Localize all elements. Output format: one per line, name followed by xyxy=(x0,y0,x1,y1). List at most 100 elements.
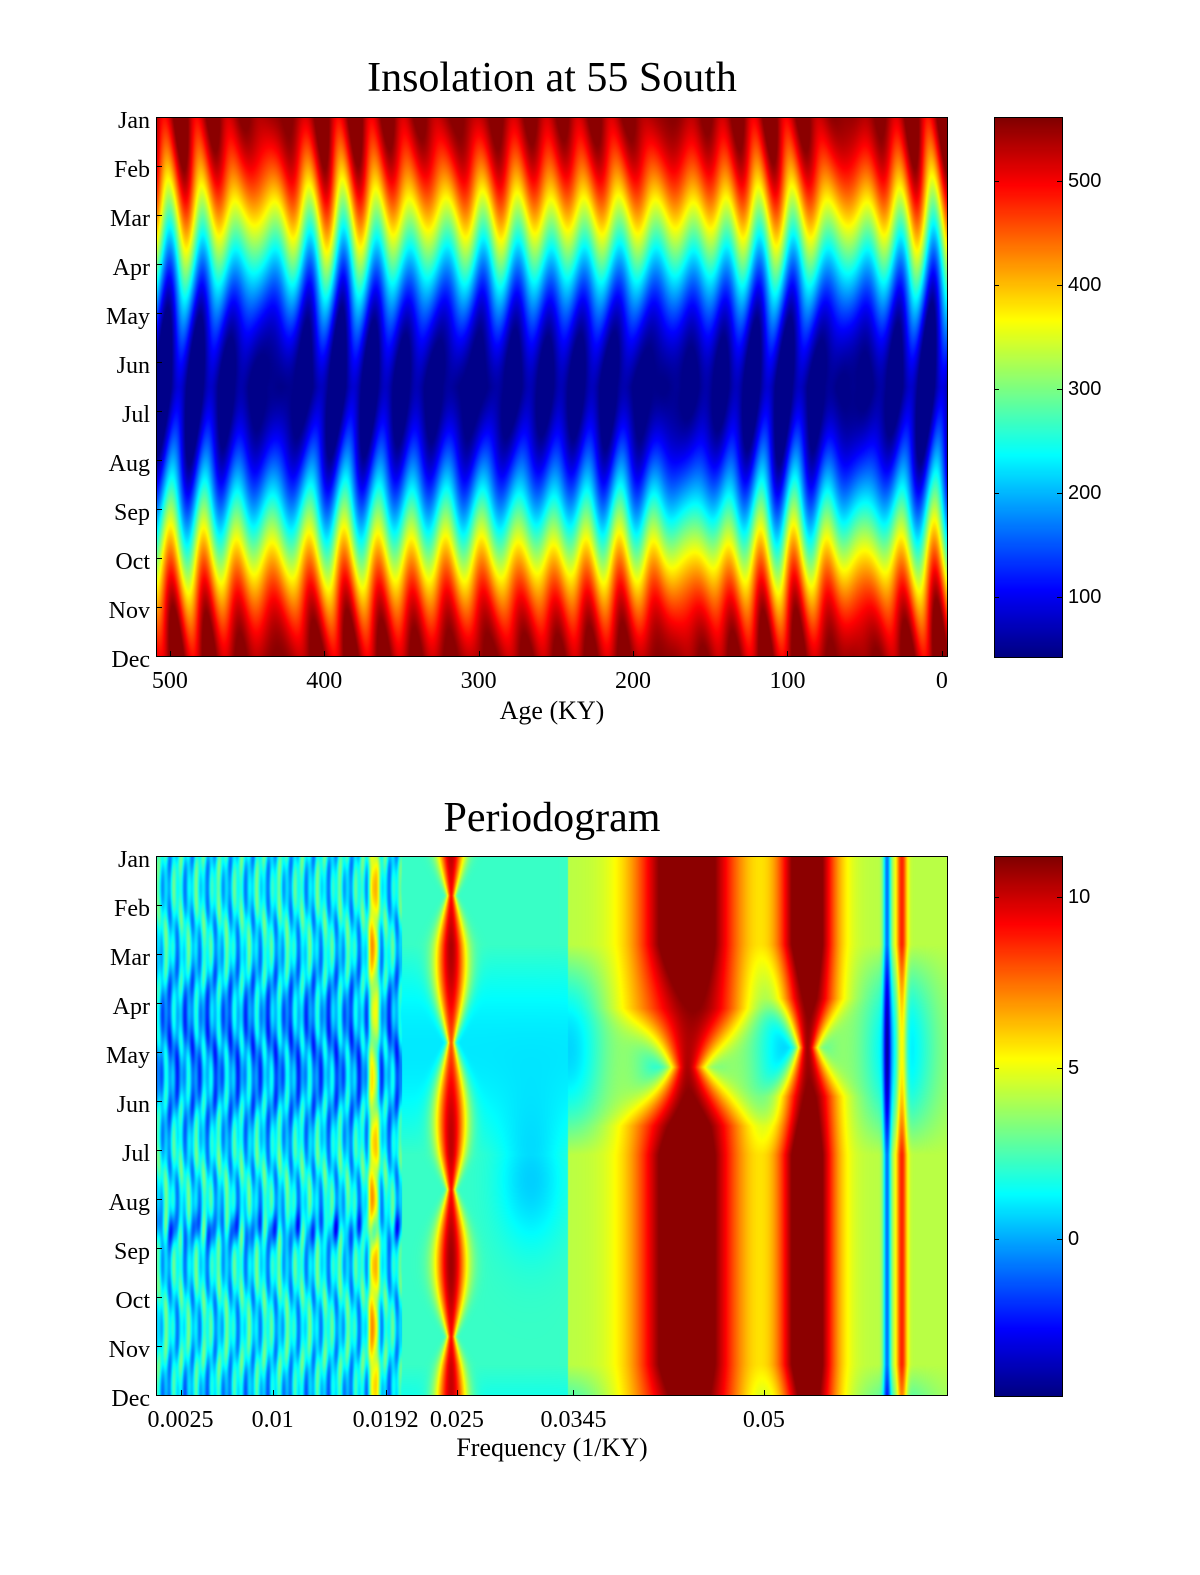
colorbar-tick-mark xyxy=(1057,596,1062,598)
y-tick-label-nov: Nov xyxy=(108,598,150,624)
y-tick-label-aug: Aug xyxy=(108,1190,150,1216)
y-tick-mark xyxy=(156,411,162,412)
x-tick-mark xyxy=(941,651,943,657)
x-tick-label: 0.0025 xyxy=(147,1407,214,1433)
colorbar-tick-mark xyxy=(994,596,999,598)
x-tick-mark xyxy=(478,651,480,657)
y-tick-mark xyxy=(156,1052,162,1053)
colorbar-tick-mark xyxy=(1057,285,1062,287)
colorbar-tick-label: 5 xyxy=(1068,1056,1080,1079)
colorbar-tick-mark xyxy=(994,285,999,287)
x-tick-mark xyxy=(169,651,171,657)
colorbar-tick-label: 200 xyxy=(1068,481,1102,504)
y-tick-label-dec: Dec xyxy=(111,1386,150,1412)
y-tick-mark xyxy=(156,117,162,118)
colorbar-tick-mark xyxy=(1057,897,1062,898)
x-tick-mark xyxy=(456,1390,458,1396)
periodogram-heatmap xyxy=(156,856,948,1396)
y-tick-mark xyxy=(156,264,162,265)
colorbar-tick-mark xyxy=(994,897,999,898)
x-tick-label: 0.01 xyxy=(251,1407,294,1433)
y-tick-mark xyxy=(156,1150,162,1151)
y-tick-label-jul: Jul xyxy=(121,1141,150,1167)
colorbar-tick-label: 400 xyxy=(1068,274,1102,297)
insolation-x-axis-label: Age (KY) xyxy=(499,696,605,725)
y-tick-mark xyxy=(156,656,162,657)
y-tick-label-jan: Jan xyxy=(118,847,150,873)
colorbar-tick-mark xyxy=(1057,389,1062,391)
y-tick-label-sep: Sep xyxy=(114,1239,150,1265)
y-tick-mark xyxy=(156,166,162,167)
colorbar-tick-mark xyxy=(994,181,999,183)
y-tick-mark xyxy=(156,215,162,216)
periodogram-colorbar xyxy=(994,856,1062,1396)
y-tick-label-sep: Sep xyxy=(114,500,150,526)
y-tick-mark xyxy=(156,1101,162,1102)
colorbar-tick-mark xyxy=(1057,1067,1062,1069)
x-tick-label: 200 xyxy=(615,668,652,694)
colorbar-tick-mark xyxy=(1057,181,1062,183)
x-tick-mark xyxy=(763,1390,765,1396)
y-tick-label-oct: Oct xyxy=(115,549,150,575)
y-tick-mark xyxy=(156,1248,162,1249)
colorbar-tick-label: 300 xyxy=(1068,378,1102,401)
y-tick-label-apr: Apr xyxy=(112,994,150,1020)
colorbar-tick-label: 100 xyxy=(1068,585,1102,608)
y-tick-label-jul: Jul xyxy=(121,402,150,428)
x-tick-label: 0.05 xyxy=(742,1407,785,1433)
x-tick-label: 0.0192 xyxy=(352,1407,419,1433)
insolation-colorbar xyxy=(994,117,1062,657)
y-tick-label-dec: Dec xyxy=(111,647,150,673)
y-tick-mark xyxy=(156,1395,162,1396)
y-tick-label-feb: Feb xyxy=(114,157,150,183)
y-tick-label-jun: Jun xyxy=(116,353,150,379)
colorbar-tick-mark xyxy=(994,389,999,391)
x-tick-mark xyxy=(272,1390,274,1396)
y-tick-label-may: May xyxy=(106,304,150,330)
y-tick-mark xyxy=(156,460,162,461)
colorbar-tick-label: 10 xyxy=(1068,886,1091,908)
x-tick-label: 0 xyxy=(935,668,948,694)
y-tick-mark xyxy=(156,313,162,314)
periodogram-x-axis-label: Frequency (1/KY) xyxy=(456,1433,648,1462)
x-tick-mark xyxy=(324,651,326,657)
colorbar-tick-mark xyxy=(994,492,999,494)
y-tick-label-mar: Mar xyxy=(110,206,150,232)
x-tick-label: 500 xyxy=(151,668,188,694)
y-tick-label-may: May xyxy=(106,1043,150,1069)
colorbar-tick-mark xyxy=(994,1238,999,1240)
y-tick-mark xyxy=(156,856,162,857)
y-tick-mark xyxy=(156,1297,162,1298)
y-tick-mark xyxy=(156,509,162,510)
y-tick-mark xyxy=(156,1003,162,1004)
x-tick-mark xyxy=(787,651,789,657)
colorbar-tick-mark xyxy=(1057,492,1062,494)
y-tick-label-jan: Jan xyxy=(118,108,150,134)
colorbar-tick-mark xyxy=(1057,1238,1062,1240)
y-tick-label-mar: Mar xyxy=(110,945,150,971)
x-tick-mark xyxy=(385,1390,387,1396)
x-tick-mark xyxy=(180,1390,182,1396)
x-tick-mark xyxy=(573,1390,575,1396)
y-tick-label-oct: Oct xyxy=(115,1288,150,1314)
x-tick-label: 300 xyxy=(460,668,497,694)
colorbar-tick-label: 0 xyxy=(1068,1227,1080,1250)
x-tick-label: 400 xyxy=(306,668,343,694)
y-tick-mark xyxy=(156,607,162,608)
y-tick-label-jun: Jun xyxy=(116,1092,150,1118)
chart-title-insolation: Insolation at 55 South xyxy=(367,55,737,101)
y-tick-label-feb: Feb xyxy=(114,896,150,922)
insolation-heatmap xyxy=(156,117,948,657)
x-tick-label: 0.0345 xyxy=(540,1407,607,1433)
y-tick-mark xyxy=(156,1199,162,1200)
chart-title-periodogram: Periodogram xyxy=(443,795,661,841)
y-tick-mark xyxy=(156,905,162,906)
y-tick-label-apr: Apr xyxy=(112,255,150,281)
x-tick-label: 0.025 xyxy=(429,1407,484,1433)
y-tick-mark xyxy=(156,954,162,955)
x-tick-mark xyxy=(633,651,635,657)
y-tick-mark xyxy=(156,362,162,363)
y-tick-mark xyxy=(156,1346,162,1347)
x-tick-label: 100 xyxy=(769,668,806,694)
colorbar-tick-mark xyxy=(994,1067,999,1069)
